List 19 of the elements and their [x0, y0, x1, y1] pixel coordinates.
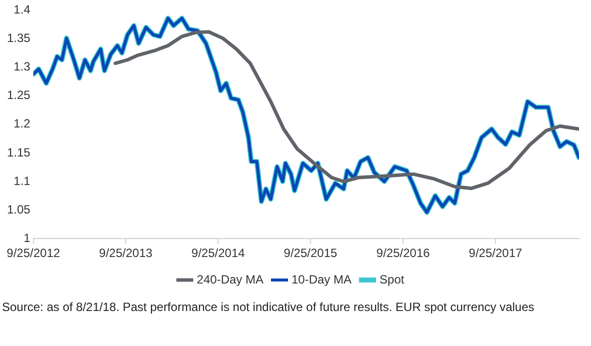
x-tick-label: 9/25/2017	[468, 246, 522, 260]
y-tick-label: 1	[24, 230, 31, 245]
x-tick-label: 9/25/2014	[191, 246, 246, 260]
source-note: Source: as of 8/21/18. Past performance is not indicative of future results. EUR spot currency values	[2, 299, 536, 316]
y-tick-label: 1.35	[6, 31, 31, 46]
x-tick-label: 9/25/2013	[99, 246, 153, 260]
legend-label: 240-Day MA	[196, 272, 264, 286]
y-tick-label: 1.25	[6, 88, 31, 102]
y-tick-label: 1.3	[14, 60, 31, 74]
y-tick-label: 1.15	[6, 145, 31, 160]
y-tick-label: 1.05	[6, 202, 31, 216]
y-tick-label: 1.1	[14, 174, 31, 188]
x-tick-label: 9/25/2016	[376, 246, 430, 260]
x-tick-label: 9/25/2012	[6, 246, 60, 260]
legend-label: 10-Day MA	[291, 272, 352, 286]
y-tick-label: 1.4	[14, 2, 31, 17]
x-tick-label: 9/25/2015	[284, 246, 338, 260]
legend-label: Spot	[380, 272, 405, 286]
y-tick-label: 1.2	[14, 116, 31, 131]
